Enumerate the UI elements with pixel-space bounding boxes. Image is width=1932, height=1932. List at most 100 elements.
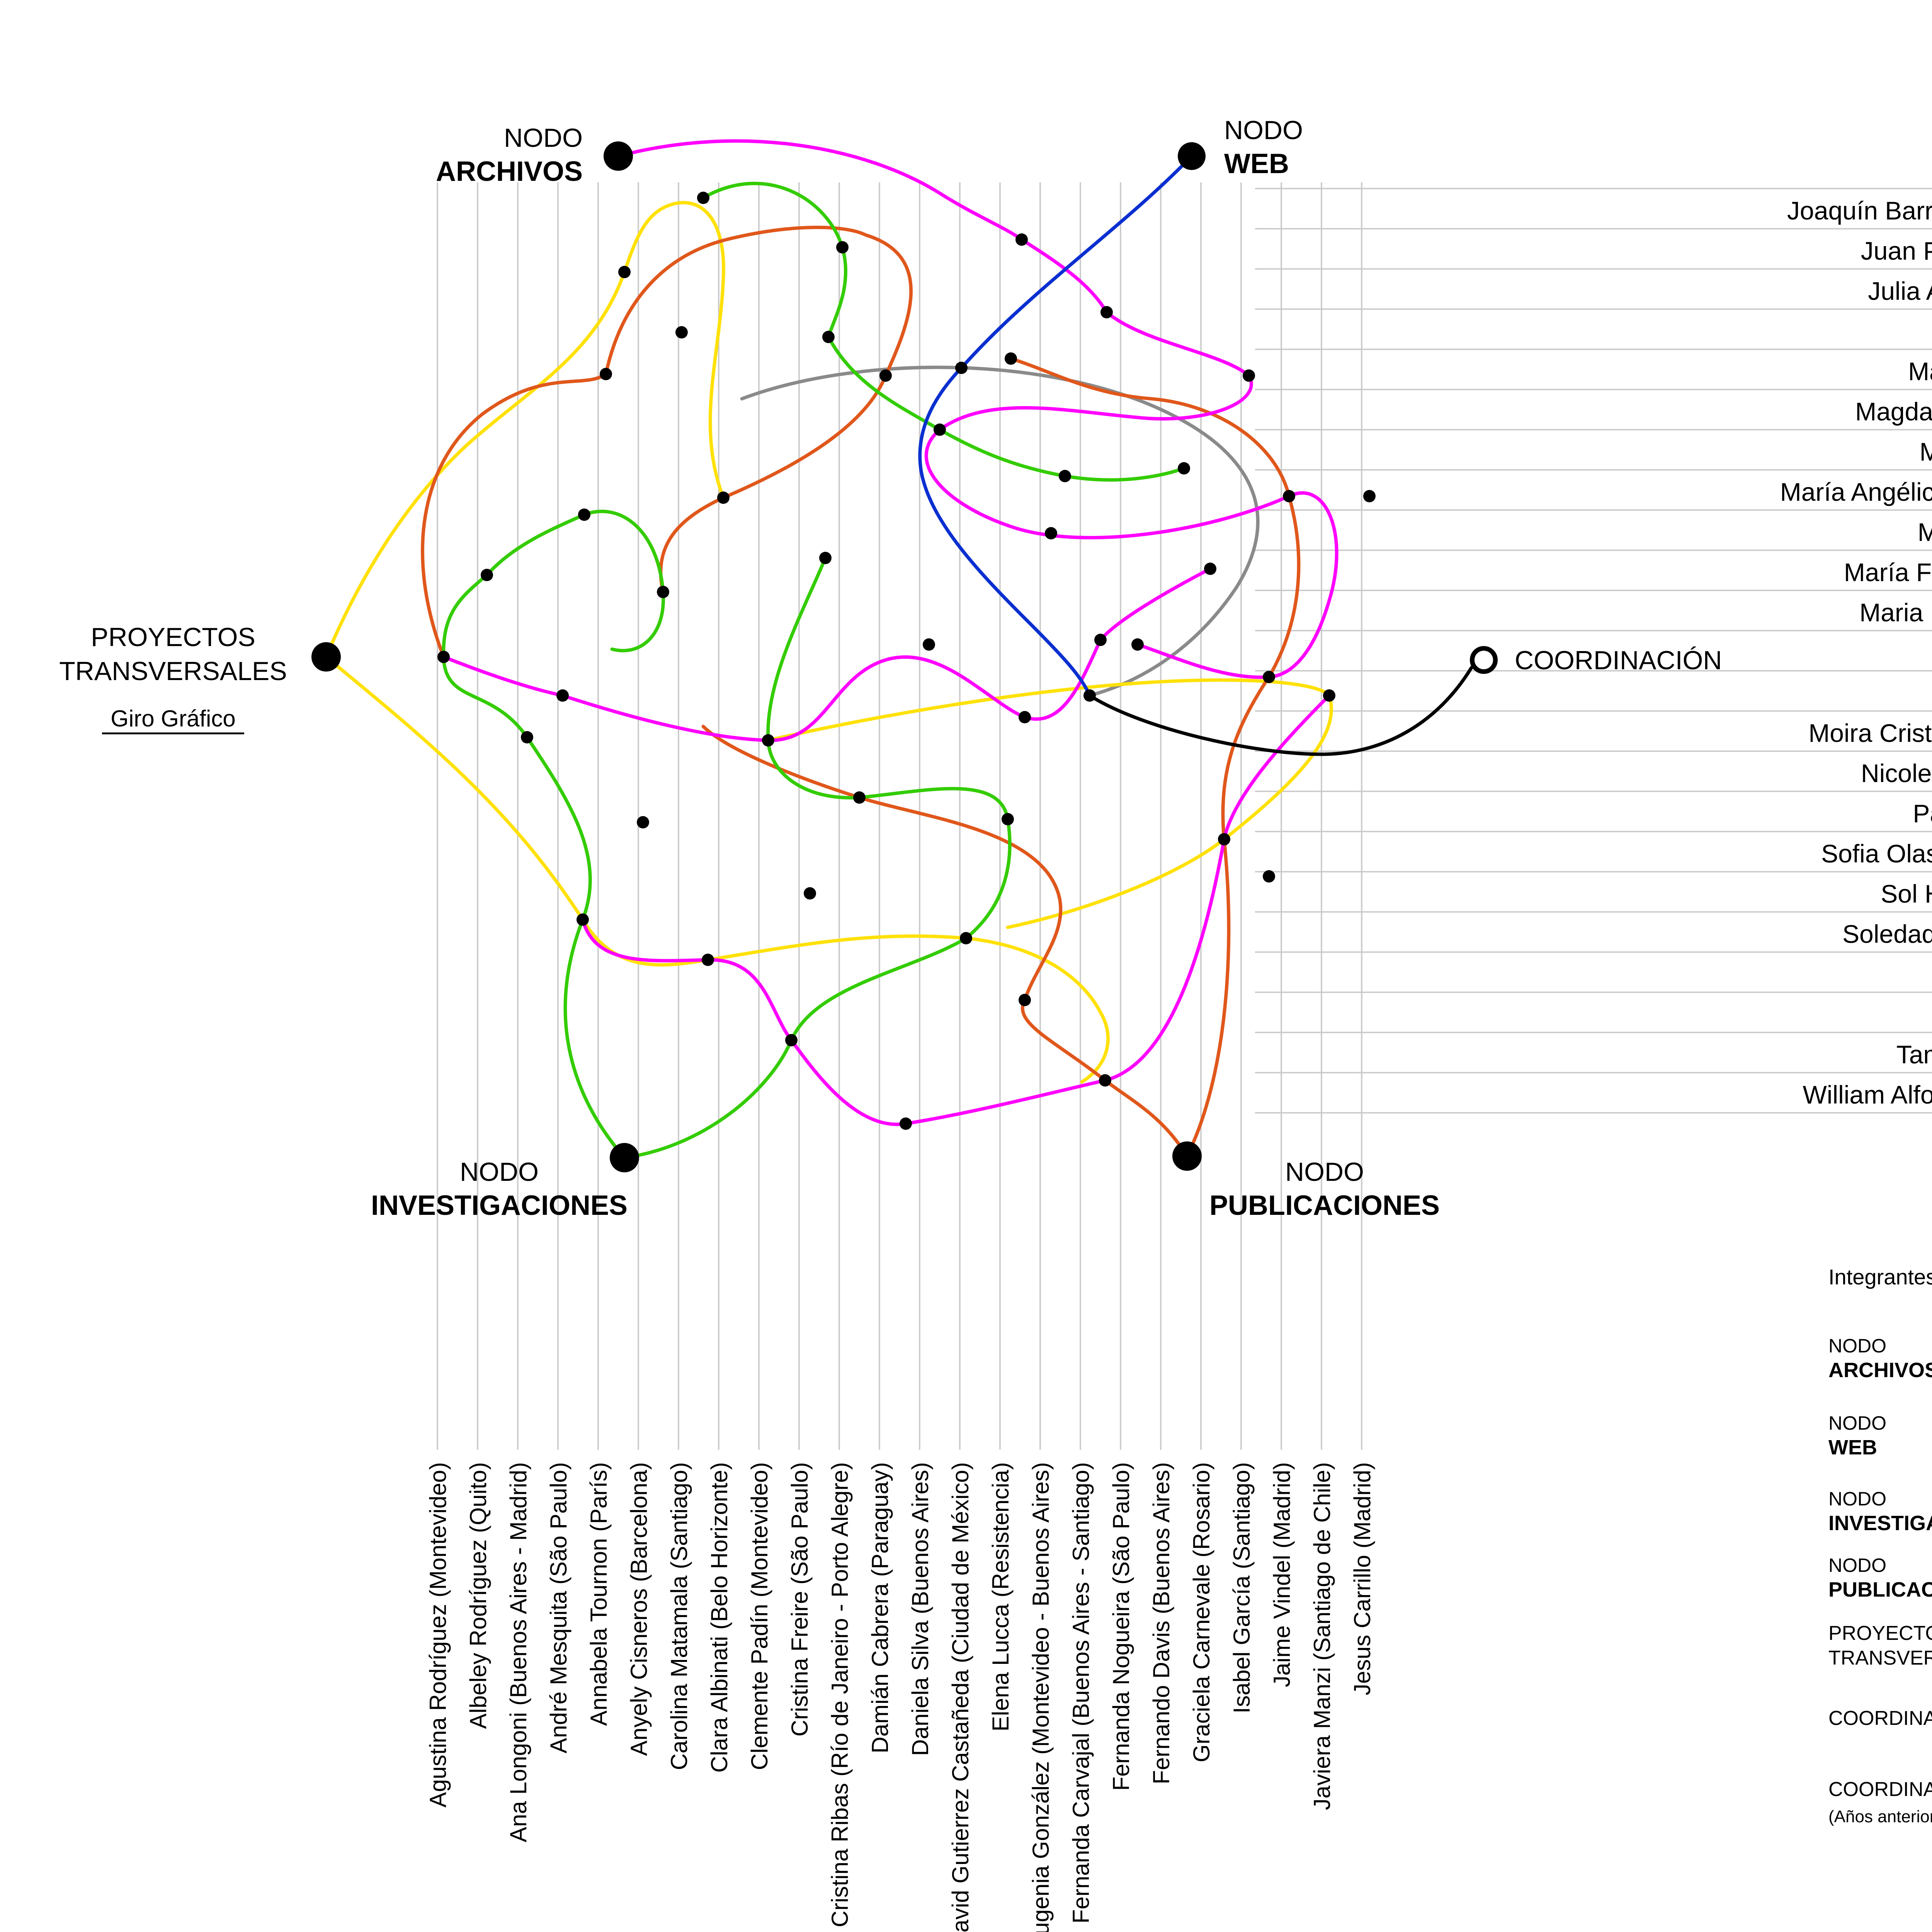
member-dot bbox=[1204, 563, 1216, 575]
node-archivos-label-2: ARCHIVOS bbox=[436, 156, 583, 187]
legend-integrantes-label: Integrantes bbox=[1828, 1265, 1932, 1289]
member-dot bbox=[1099, 1074, 1111, 1087]
member-name-right: María Angélica Melendi (Belo Horizonte) bbox=[1780, 478, 1932, 506]
node-transversales-label-2: TRANSVERSALES bbox=[59, 656, 287, 686]
legend-archivos-label-2: ARCHIVOS bbox=[1828, 1359, 1932, 1382]
member-dot bbox=[762, 734, 774, 747]
curve-investigaciones-1 bbox=[442, 510, 665, 1160]
member-dot bbox=[1002, 813, 1014, 825]
member-dot bbox=[1178, 462, 1190, 474]
member-name-right: María Fernanda Cartagena (Quito) bbox=[1844, 558, 1932, 587]
member-name-right: Magdalena Pérez Balbi (La Plata) bbox=[1855, 397, 1932, 426]
node-archivos-label-1: NODO bbox=[504, 123, 583, 153]
member-dot bbox=[697, 192, 709, 204]
member-dot bbox=[1218, 833, 1230, 845]
legend-publicaciones-label-1: NODO bbox=[1828, 1554, 1886, 1576]
member-name-right: Moira Cristiá (Rosario - Buenos Aires) bbox=[1808, 719, 1932, 747]
member-dot bbox=[1243, 369, 1255, 382]
member-name-bottom: Jesus Carrillo (Madrid) bbox=[1349, 1462, 1375, 1695]
legend-coordinacion-label: COORDINACIÓN bbox=[1828, 1707, 1932, 1730]
member-name-right: Nicole Cristi (Santiago - Londres) bbox=[1861, 759, 1932, 787]
member-dot bbox=[717, 492, 730, 504]
member-name-bottom: Damián Cabrera (Paraguay) bbox=[867, 1462, 893, 1753]
member-name-right: Juan Pablo Pérez (Buenos Aires) bbox=[1861, 236, 1932, 265]
legend-web-label-2: WEB bbox=[1828, 1436, 1877, 1459]
legend: Integrantes NODO ARCHIVOS NODO WEB NODO … bbox=[1802, 1226, 1932, 1867]
member-name-right: Soledad Novoa Donoso (Santiago) bbox=[1842, 920, 1932, 948]
node-investigaciones-label-2: INVESTIGACIONES bbox=[371, 1190, 628, 1221]
member-name-bottom: Clara Albinati (Belo Horizonte) bbox=[706, 1462, 732, 1773]
member-name-bottom: Daniela Silva (Buenos Aires) bbox=[907, 1462, 933, 1756]
member-dot bbox=[521, 731, 533, 743]
node-archivos-dot bbox=[604, 141, 633, 171]
node-investigaciones-dot bbox=[610, 1143, 639, 1172]
member-name-bottom: Eugenia González (Montevideo - Buenos Ai… bbox=[1028, 1462, 1054, 1932]
member-dot bbox=[657, 586, 669, 598]
member-name-right: Paulina Varas (Viña del Mar) bbox=[1913, 799, 1932, 828]
member-dot bbox=[1083, 689, 1096, 702]
legend-transversales-label-1: PROYECTOS bbox=[1828, 1622, 1932, 1645]
member-name-right: Maria Laura Rosa (Buenos Aires) bbox=[1859, 598, 1932, 627]
curve-transversales-2 bbox=[324, 655, 1110, 1084]
member-dot bbox=[556, 689, 569, 702]
curve-coordinacion-anteriores bbox=[740, 366, 1260, 697]
node-web-dot bbox=[1178, 142, 1206, 170]
member-dot bbox=[1045, 527, 1057, 539]
member-name-bottom: André Mesquita (São Paulo) bbox=[546, 1462, 571, 1753]
node-transversales-sublabel: Giro Gráfico bbox=[111, 706, 235, 731]
member-dot bbox=[1323, 689, 1335, 702]
member-dot bbox=[1094, 634, 1107, 646]
member-dot bbox=[1131, 638, 1144, 651]
member-name-bottom: Fernanda Carvajal (Buenos Aires - Santia… bbox=[1068, 1462, 1094, 1923]
member-name-bottom: Javiera Manzi (Santiago de Chile) bbox=[1309, 1462, 1335, 1810]
member-name-bottom: Clemente Padín (Montevideo) bbox=[747, 1462, 772, 1770]
member-dot bbox=[1015, 233, 1028, 246]
member-dot bbox=[785, 1034, 798, 1046]
member-dot bbox=[822, 331, 835, 343]
member-name-bottom: Elena Lucca (Resistencia) bbox=[988, 1462, 1014, 1731]
member-name-right: Mabel Tapia (Río de la Plata) bbox=[1908, 357, 1932, 386]
member-dot bbox=[879, 369, 892, 382]
member-dot bbox=[960, 932, 972, 944]
member-name-right: Joaquín Barriendos (Ciudad de México) bbox=[1787, 196, 1932, 225]
legend-box bbox=[1802, 1226, 1932, 1867]
legend-investigaciones-label-1: NODO bbox=[1828, 1488, 1886, 1510]
member-dot bbox=[853, 791, 866, 804]
curve-archivos-1 bbox=[616, 139, 1338, 679]
node-coordinacion-circle bbox=[1470, 646, 1498, 674]
member-name-right: Julia Antivilo (Ciudad de México) bbox=[1868, 277, 1932, 305]
member-dot bbox=[577, 913, 589, 926]
member-name-right: William Alfonso Lopez Rosas (Bogotá) bbox=[1803, 1080, 1932, 1109]
member-dot bbox=[1005, 352, 1017, 365]
member-name-bottom: Albeley Rodríguez (Quito) bbox=[465, 1462, 491, 1729]
members-right-list: Jimena Andrade (Bogotá) Joaquín Barriend… bbox=[1780, 196, 1932, 1109]
member-dots bbox=[437, 192, 1376, 1130]
member-name-right: Maite Garbayo (Pais Vasco) bbox=[1920, 437, 1932, 466]
node-publicaciones-dot bbox=[1172, 1141, 1202, 1171]
member-name-bottom: Fernando Davis (Buenos Aires) bbox=[1148, 1462, 1174, 1784]
member-name-bottom: Anyely Cisneros (Barcelona) bbox=[626, 1462, 652, 1756]
node-coordinacion-label: COORDINACIÓN bbox=[1515, 646, 1722, 675]
members-bottom-list: Agustina Rodríguez (Montevideo) Albeley … bbox=[425, 1462, 1375, 1932]
curve-publicaciones-3 bbox=[1009, 357, 1301, 1158]
member-name-right: Maria Clara Cortés (Bogotá) bbox=[1918, 518, 1932, 546]
curve-investigaciones-2 bbox=[622, 556, 1012, 1160]
node-publicaciones-label-1: NODO bbox=[1285, 1157, 1364, 1187]
member-dot bbox=[618, 266, 631, 278]
curve-publicaciones-2 bbox=[421, 226, 913, 659]
node-web-label-1: NODO bbox=[1224, 116, 1303, 145]
member-dot bbox=[1019, 711, 1031, 723]
node-transversales-dot bbox=[311, 642, 341, 672]
legend-publicaciones-label-2: PUBLICACIONES bbox=[1828, 1578, 1932, 1601]
curve-investigaciones-3 bbox=[701, 182, 1186, 482]
member-dot bbox=[675, 326, 688, 338]
member-name-bottom: Agustina Rodríguez (Montevideo) bbox=[425, 1462, 451, 1808]
legend-archivos-label-1: NODO bbox=[1828, 1335, 1886, 1357]
member-dot bbox=[637, 816, 649, 828]
legend-web-label-1: NODO bbox=[1828, 1412, 1886, 1434]
member-name-right: Sol Henaro (Ciudad de México) bbox=[1881, 879, 1932, 908]
curve-publicaciones-1 bbox=[701, 724, 1189, 1158]
member-dot bbox=[1100, 306, 1113, 318]
member-dot bbox=[1019, 994, 1031, 1006]
